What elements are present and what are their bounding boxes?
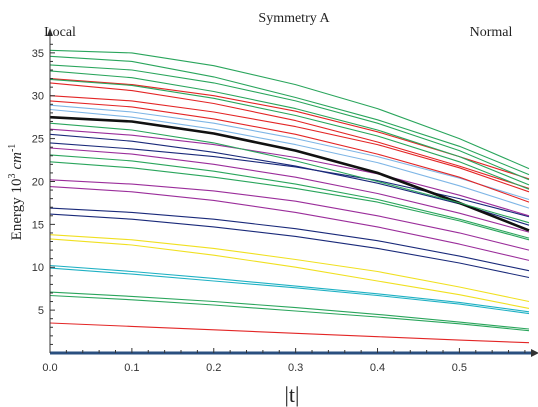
series-line-18 [49,104,530,201]
series-line-29 [49,78,530,190]
y-axis-label-exp: 3 [7,174,18,179]
series-line-19 [49,108,530,209]
series-line-24 [49,100,530,203]
y-axis-label-main: Energy 10 [9,179,25,241]
series-line-3 [49,294,530,332]
series-layer [49,49,530,344]
series-line-27 [49,64,530,181]
y-tick-label: 10 [32,262,44,274]
series-line-17 [49,147,530,233]
x-tick-label: 0.4 [370,362,385,374]
y-tick-label: 30 [32,91,44,103]
x-tick-label: 0.0 [42,362,57,374]
y-tick-label: 5 [38,305,44,317]
x-tick-label: 0.2 [206,362,221,374]
series-line-9 [49,213,530,279]
series-line-15 [49,128,530,217]
series-line-30 [49,122,530,224]
series-line-23 [49,95,530,193]
x-axis-arrow [531,349,538,357]
y-tick-label: 20 [32,176,44,188]
series-line-2 [49,291,530,330]
x-tick-label: 0.1 [124,362,139,374]
corner-label-left: Local [44,25,76,40]
series-line-10 [49,179,530,251]
series-line-12 [49,154,530,239]
y-axis-label-unit-exp: -1 [7,144,18,152]
y-tick-label: 15 [32,219,44,231]
y-tick-label: 25 [32,134,44,146]
x-axis-label: |t| [285,382,300,407]
y-axis-arrow [47,28,53,36]
ticks-layer: 0.0 0.1 0.2 0.3 0.4 0.5 5 10 15 20 25 30 35 [32,43,526,374]
y-tick-label: 35 [32,48,44,60]
x-tick-label: 0.3 [288,362,303,374]
series-line-26 [49,55,530,176]
x-tick-label: 0.5 [452,362,467,374]
series-line-1 [49,322,530,344]
series-line-4 [49,264,530,313]
y-axis-label: Energy 103 cm-1 [7,144,25,241]
axes-layer [47,28,538,357]
series-line-25 [49,49,530,170]
series-line-8 [49,207,530,272]
series-line-5 [49,267,530,315]
series-line-7 [49,238,530,309]
y-axis-label-unit: cm [9,152,25,170]
series-line-14 [49,142,530,218]
corner-label-right: Normal [470,25,513,40]
series-line-11 [49,186,530,261]
series-line-28 [49,70,530,186]
series-line-13 [49,161,530,241]
series-line-22 [49,82,530,189]
series-line-6 [49,234,530,303]
chart-title: Symmetry A [258,11,330,26]
